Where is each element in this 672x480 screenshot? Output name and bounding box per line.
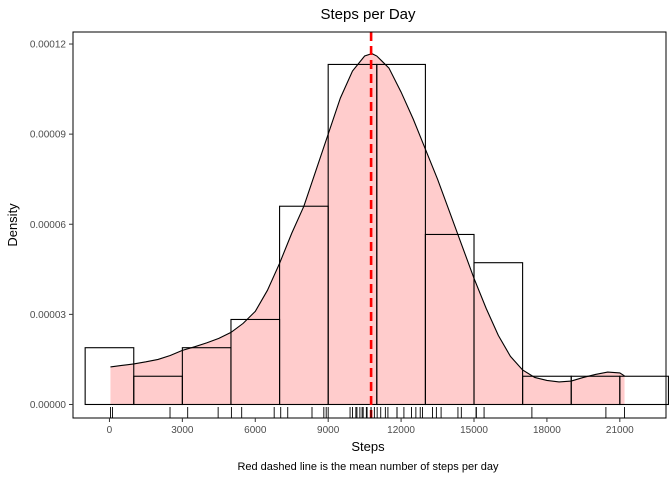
y-axis-title: Density [5, 203, 20, 247]
chart-caption: Red dashed line is the mean number of st… [237, 461, 499, 473]
density-layer [84, 53, 669, 406]
chart-title: Steps per Day [320, 6, 416, 23]
histogram-bar [473, 262, 524, 406]
x-tick-label: 12000 [387, 425, 415, 436]
density-area [110, 53, 625, 405]
x-axis: 0 3000 6000 9000 12000 15000 18000 21000 [107, 418, 634, 436]
x-tick-label: 18000 [533, 425, 561, 436]
y-tick-label: 0.00003 [30, 310, 67, 321]
histogram-bar [619, 375, 669, 406]
y-tick-label: 0.00000 [30, 400, 67, 411]
x-tick-label: 6000 [244, 425, 267, 436]
x-axis-title: Steps [351, 439, 385, 454]
y-tick-label: 0.00006 [30, 220, 67, 231]
y-tick-label: 0.00012 [30, 40, 67, 51]
rug-marks [109, 407, 625, 418]
y-tick-label: 0.00009 [30, 130, 67, 141]
plot-panel-border [72, 31, 667, 419]
x-tick-label: 21000 [606, 425, 634, 436]
x-tick-label: 9000 [317, 425, 340, 436]
x-tick-label: 0 [107, 425, 113, 436]
x-tick-label: 15000 [460, 425, 488, 436]
y-axis: 0.00000 0.00003 0.00006 0.00009 0.00012 [30, 40, 73, 411]
x-tick-label: 3000 [171, 425, 194, 436]
